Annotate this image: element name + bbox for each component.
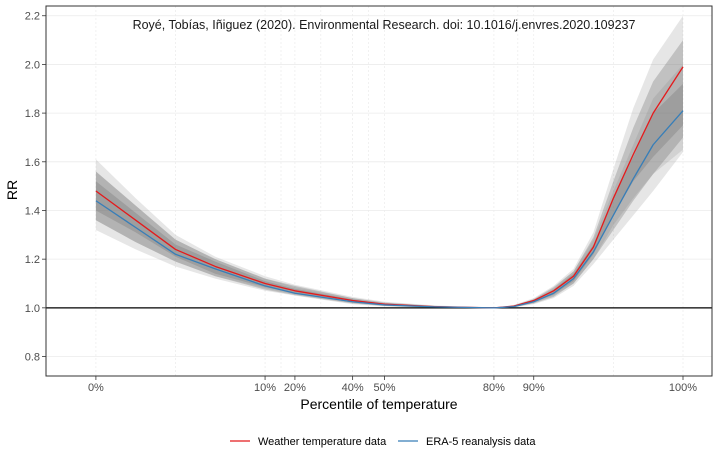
grid-lines <box>46 6 712 376</box>
legend: Weather temperature data ERA-5 reanalysi… <box>230 436 536 448</box>
y-tick-label: 1.8 <box>25 108 40 120</box>
x-tick-label: 0% <box>88 382 104 394</box>
x-tick-label: 100% <box>669 382 697 394</box>
y-tick-label: 1.0 <box>25 303 40 315</box>
panel-border <box>45 5 713 377</box>
ci80-band-series-1 <box>95 83 683 308</box>
x-tick-label: 20% <box>284 382 306 394</box>
ci95-band-series-1 <box>95 64 683 308</box>
y-tick-label: 1.2 <box>25 254 40 266</box>
x-axis-title: Percentile of temperature <box>300 396 457 412</box>
x-tick-label: 10% <box>254 382 276 394</box>
y-axis-ticks: 0.8 1.0 1.2 1.4 1.6 1.8 2.0 2.2 <box>25 11 46 364</box>
series-line-weather <box>95 66 684 309</box>
y-tick-label: 0.8 <box>25 352 40 364</box>
y-tick-label: 2.0 <box>25 59 40 71</box>
y-tick-label: 2.2 <box>25 11 40 23</box>
legend-label-weather: Weather temperature data <box>258 436 387 448</box>
legend-label-era5: ERA-5 reanalysis data <box>426 436 536 448</box>
x-tick-label: 40% <box>342 382 364 394</box>
chart-annotation: Royé, Tobías, Iñiguez (2020). Environmen… <box>133 18 636 32</box>
series-lines <box>95 66 684 309</box>
series-line-era5 <box>95 110 684 309</box>
x-tick-label: 80% <box>483 382 505 394</box>
y-tick-label: 1.4 <box>25 205 40 217</box>
y-axis-title: RR <box>4 180 20 200</box>
x-axis-ticks: 0% 10% 20% 40% 50% 80% 90% 100% <box>88 376 697 394</box>
x-tick-label: 90% <box>523 382 545 394</box>
y-tick-label: 1.6 <box>25 157 40 169</box>
x-tick-label: 50% <box>373 382 395 394</box>
